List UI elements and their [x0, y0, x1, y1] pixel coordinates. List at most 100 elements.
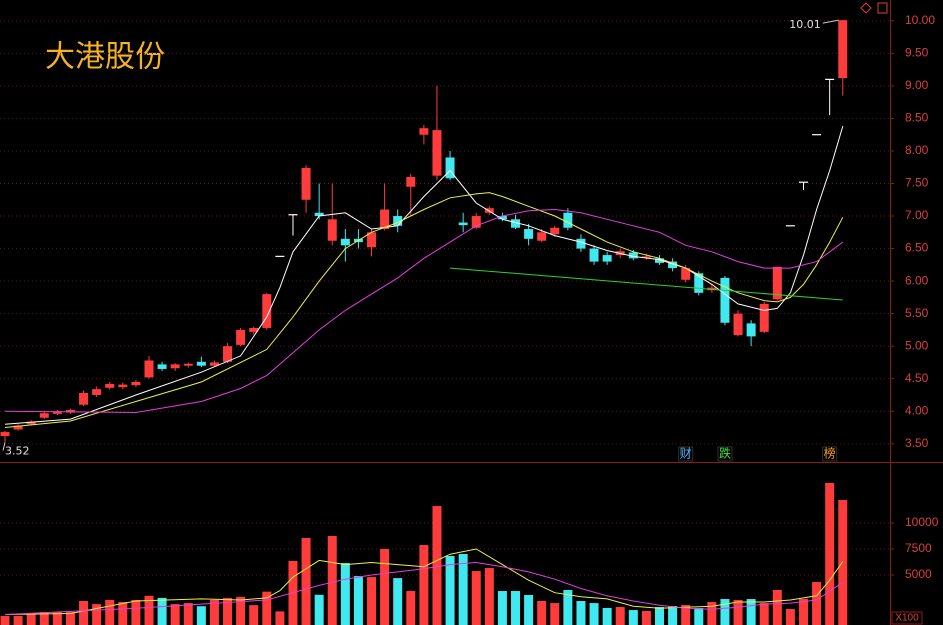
volume-bar — [576, 601, 586, 625]
indicator-line — [4, 208, 844, 414]
candle-body — [471, 216, 481, 228]
volume-bar — [524, 594, 534, 625]
candle-body — [39, 413, 49, 418]
candle-body — [838, 20, 848, 79]
event-label: 财 — [680, 447, 692, 461]
volume-bar — [825, 482, 835, 625]
volume-bar — [655, 607, 664, 625]
volume-bar — [367, 577, 377, 625]
candle-body — [183, 363, 193, 366]
candle-body — [458, 222, 468, 226]
volume-bar — [301, 537, 311, 625]
volume-bar — [733, 599, 743, 625]
candle-body — [524, 229, 534, 239]
event-box — [822, 446, 838, 462]
volume-bar — [720, 599, 730, 625]
volume-bar — [471, 571, 481, 625]
candle-body — [511, 219, 521, 228]
volume-bar — [458, 553, 468, 625]
volume-bar — [183, 603, 193, 625]
volume-bar — [262, 591, 272, 625]
event-label: 跌 — [719, 446, 731, 461]
volume-bar — [694, 607, 704, 625]
toolbar-icon[interactable] — [860, 2, 872, 14]
volume-bar — [26, 614, 36, 625]
candle-body — [655, 258, 664, 263]
event-box — [678, 446, 694, 462]
y-tick-label: 3.50 — [905, 436, 929, 450]
volume-bar — [223, 597, 233, 625]
volume-bar — [170, 604, 180, 625]
candle-body — [92, 389, 102, 395]
y-tick-label: 9.50 — [905, 46, 929, 60]
volume-bar — [668, 605, 678, 625]
volume-bar — [236, 596, 246, 625]
candle-body — [497, 216, 507, 220]
volume-bar — [785, 609, 795, 625]
candle-body — [563, 212, 573, 228]
volume-bar — [314, 594, 324, 625]
volume-bar — [340, 563, 350, 625]
volume-bar — [537, 601, 547, 625]
candle-body — [694, 273, 704, 293]
candle-body — [641, 256, 651, 258]
candle-body — [144, 360, 154, 378]
candle-body — [393, 216, 403, 226]
candle-body — [249, 327, 259, 332]
high-label: 10.01 — [789, 18, 821, 31]
volume-bar — [511, 591, 521, 625]
volume-bar — [759, 603, 769, 625]
volume-bar — [196, 606, 206, 625]
volume-bar — [838, 500, 848, 625]
candle-body — [13, 425, 23, 430]
volume-bar — [118, 602, 128, 625]
candle-body — [406, 176, 416, 187]
y-tick-label: 8.00 — [905, 143, 929, 157]
volume-bar — [131, 599, 141, 625]
event-label: 榜 — [824, 446, 836, 461]
volume-bar — [105, 599, 115, 625]
candle-body — [380, 209, 390, 230]
candle-body — [550, 227, 560, 235]
volume-bar — [0, 615, 10, 625]
volume-bar — [249, 605, 259, 625]
candle-body — [589, 248, 599, 262]
volume-bar — [628, 610, 638, 625]
volume-bar — [707, 602, 717, 625]
volume-bar — [681, 605, 691, 625]
candle-body — [0, 432, 10, 436]
unit-box — [891, 611, 923, 625]
volume-bar — [602, 607, 612, 625]
volume-bar — [79, 601, 89, 625]
volume-bar — [563, 589, 573, 625]
volume-bar — [812, 581, 822, 625]
y-tick-label: 4.50 — [905, 371, 929, 385]
candle-body — [262, 294, 272, 328]
candle-body — [301, 167, 311, 200]
volume-bar — [798, 599, 808, 625]
volume-bar — [615, 607, 625, 625]
y-tick-label: 4.00 — [905, 403, 929, 417]
y-tick-label: 5.00 — [905, 338, 929, 352]
candle-body — [105, 383, 115, 388]
volume-bar — [52, 612, 62, 625]
candle-body — [118, 384, 128, 388]
volume-bar — [419, 545, 429, 625]
y-tick-label: 6.50 — [905, 241, 929, 255]
y-tick-label: 7.50 — [905, 176, 929, 190]
volume-bar — [393, 578, 403, 625]
toolbar-icon[interactable] — [877, 2, 888, 14]
y-tick-label: 7500 — [905, 541, 932, 555]
candle-body — [432, 130, 442, 176]
volume-bar — [327, 536, 337, 625]
volume-bar — [275, 611, 285, 625]
volume-bar — [406, 591, 416, 625]
candle-body — [772, 266, 782, 300]
candle-body — [131, 381, 141, 386]
candle-body — [236, 329, 246, 345]
volume-bar — [39, 612, 49, 625]
candle-body — [223, 346, 233, 362]
volume-bar — [157, 597, 167, 625]
